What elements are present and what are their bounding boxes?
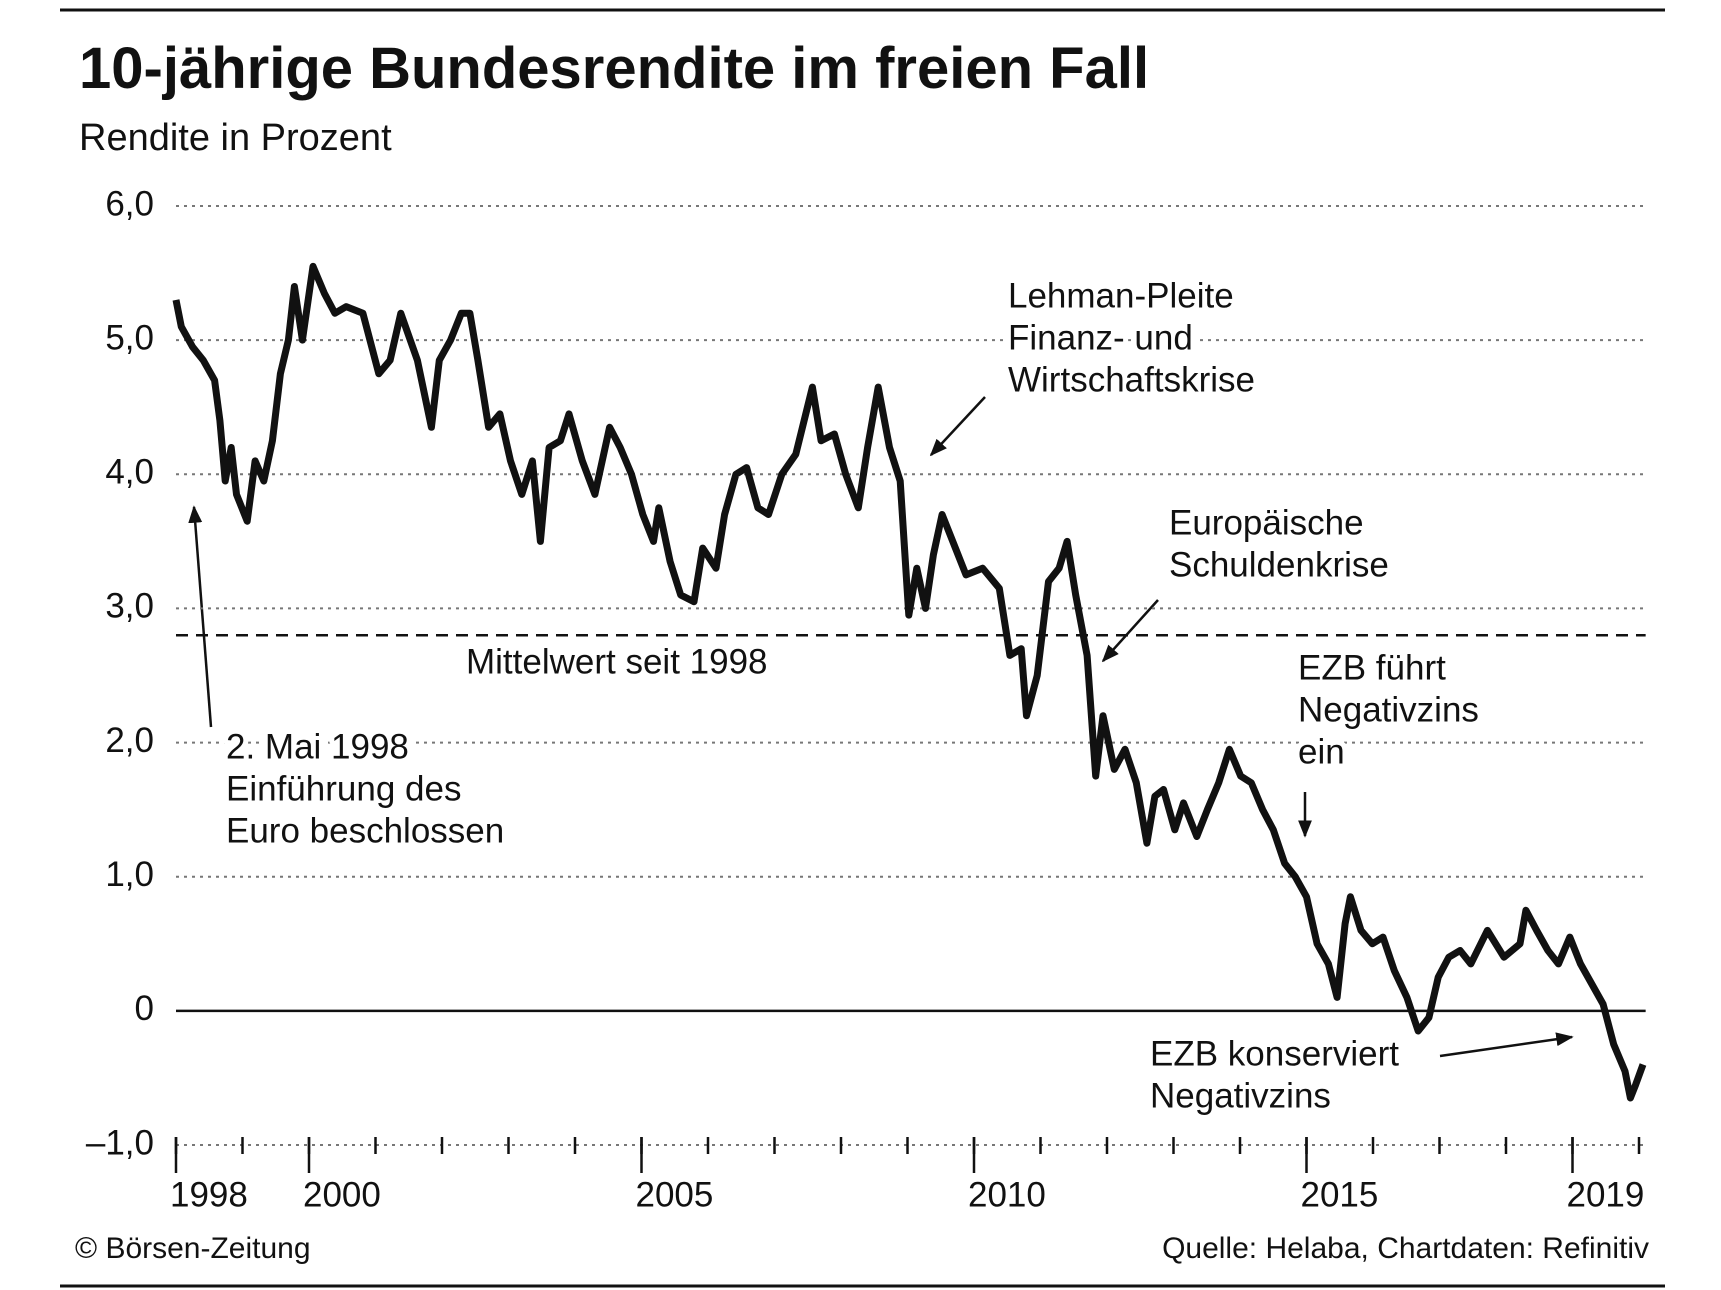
annotation: Negativzins <box>1298 690 1479 729</box>
annotation: Euro beschlossen <box>226 811 504 850</box>
x-tick-label: 2010 <box>968 1175 1046 1214</box>
x-tick-label: 2000 <box>303 1175 381 1214</box>
y-tick-label: 1,0 <box>105 855 154 894</box>
annotation: EZB führt <box>1298 648 1446 687</box>
y-tick-label: 4,0 <box>105 453 154 492</box>
y-tick-label: 5,0 <box>105 318 154 357</box>
yield-line <box>172 262 1647 1102</box>
chart-subtitle: Rendite in Prozent <box>79 117 392 159</box>
x-tick-label: 2005 <box>636 1175 714 1214</box>
arrow <box>188 505 213 728</box>
annotation: Einführung des <box>226 769 461 808</box>
annotation: 2. Mai 1998 <box>226 727 409 766</box>
annotation: Finanz- und <box>1008 318 1193 357</box>
annotation: Schuldenkrise <box>1169 545 1389 584</box>
arrow <box>1101 599 1159 663</box>
x-tick-label: 2019 <box>1567 1175 1645 1214</box>
annotation: Wirtschaftskrise <box>1008 360 1255 399</box>
chart-title: 10-jährige Bundesrendite im freien Fall <box>79 36 1149 101</box>
arrows <box>188 396 1574 1058</box>
y-tick-label: 2,0 <box>105 721 154 760</box>
annotation: Lehman-Pleite <box>1008 276 1234 315</box>
source-left: © Börsen-Zeitung <box>75 1232 311 1265</box>
annotation: ein <box>1298 732 1345 771</box>
mean-label: Mittelwert seit 1998 <box>466 643 768 682</box>
y-tick-label: –1,0 <box>86 1123 154 1162</box>
x-tick-label: 2015 <box>1301 1175 1379 1214</box>
annotation: EZB konserviert <box>1150 1034 1399 1073</box>
source-right: Quelle: Helaba, Chartdaten: Refinitiv <box>1162 1232 1649 1265</box>
arrow <box>929 396 986 457</box>
annotation: Europäische <box>1169 503 1364 542</box>
y-tick-label: 6,0 <box>105 184 154 223</box>
x-tick-label: 1998 <box>170 1175 248 1214</box>
annotation: Negativzins <box>1150 1076 1331 1115</box>
arrow <box>1439 1032 1574 1058</box>
y-tick-label: 0 <box>135 989 154 1028</box>
y-tick-label: 3,0 <box>105 587 154 626</box>
